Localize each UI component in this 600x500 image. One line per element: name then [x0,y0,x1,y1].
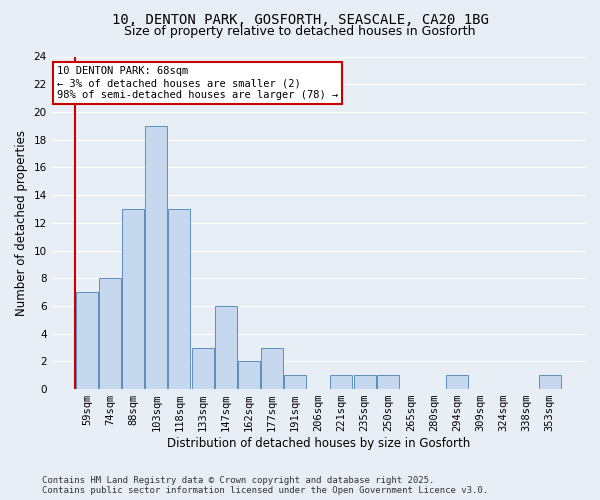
Bar [446,375,468,389]
Bar [261,348,283,389]
Bar [539,375,561,389]
Bar [353,375,376,389]
Bar [122,209,144,389]
Bar [191,348,214,389]
Text: 10 DENTON PARK: 68sqm
← 3% of detached houses are smaller (2)
98% of semi-detach: 10 DENTON PARK: 68sqm ← 3% of detached h… [57,66,338,100]
Bar [377,375,399,389]
Y-axis label: Number of detached properties: Number of detached properties [15,130,28,316]
Bar [284,375,306,389]
Text: 10, DENTON PARK, GOSFORTH, SEASCALE, CA20 1BG: 10, DENTON PARK, GOSFORTH, SEASCALE, CA2… [112,12,488,26]
Bar [99,278,121,389]
Bar [76,292,98,389]
Bar [331,375,352,389]
Bar [169,209,190,389]
Text: Contains HM Land Registry data © Crown copyright and database right 2025.
Contai: Contains HM Land Registry data © Crown c… [42,476,488,495]
Bar [145,126,167,389]
Bar [215,306,237,389]
X-axis label: Distribution of detached houses by size in Gosforth: Distribution of detached houses by size … [167,437,470,450]
Bar [238,362,260,389]
Text: Size of property relative to detached houses in Gosforth: Size of property relative to detached ho… [124,25,476,38]
